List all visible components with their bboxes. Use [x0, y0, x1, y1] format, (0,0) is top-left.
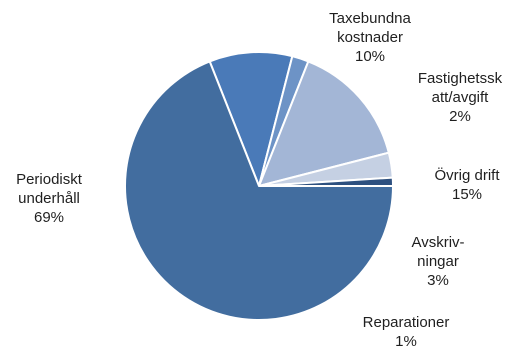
slice-label-line: ningar: [417, 253, 459, 270]
slice-label: Avskriv-ningar 3%: [411, 234, 464, 289]
slice-label-line: 3%: [427, 272, 449, 289]
slice-label-line: Periodiskt: [16, 171, 83, 188]
slice-labels: Taxebundna kostnader 10% Fastighetssk att/av…: [16, 10, 503, 350]
pie-slice-övrig-drift: [258, 60, 390, 187]
slice-label-line: 69%: [34, 209, 64, 226]
slice-label-line: underhåll: [18, 190, 80, 207]
slice-label-line: 10%: [355, 48, 385, 65]
slice-label: Övrig drift 15%: [434, 166, 500, 203]
slice-label-line: kostnader: [337, 29, 403, 46]
pie-slice-periodiskt-underhåll: [124, 60, 394, 321]
slice-label-line: att/avgift: [432, 89, 490, 106]
slice-label-line: Avskriv-: [411, 234, 464, 251]
slice-label-line: Fastighetssk: [418, 70, 503, 87]
slice-label: Reparationer 1%: [363, 314, 450, 350]
pie-slices: [124, 51, 395, 321]
slice-label-line: 1%: [395, 333, 417, 350]
slice-label: Periodiskt underhåll 69%: [16, 171, 83, 226]
slice-label-line: Övrig drift: [434, 166, 500, 184]
slice-label: Taxebundna kostnader 10%: [329, 10, 411, 65]
pie-slice-taxebundna-kostnader: [208, 51, 294, 187]
slice-label-line: 15%: [452, 186, 482, 203]
slice-label-line: 2%: [449, 108, 471, 125]
slice-label-line: Reparationer: [363, 314, 450, 331]
slice-label: Fastighetssk att/avgift 2%: [418, 70, 503, 125]
slice-label-line: Taxebundna: [329, 10, 411, 27]
